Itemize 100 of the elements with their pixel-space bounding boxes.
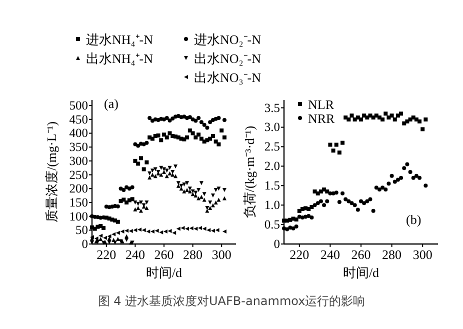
point [328, 191, 332, 196]
y-tick-label: 1.5 [264, 178, 280, 193]
point [222, 118, 226, 122]
y-tick-label: 50 [76, 223, 88, 238]
point [214, 188, 218, 192]
x-axis-title: 时间/d [342, 265, 380, 280]
y-tick-label: 0 [274, 237, 280, 251]
point [340, 140, 345, 145]
point [386, 116, 391, 120]
point [390, 114, 394, 118]
point [150, 168, 154, 173]
point [124, 185, 129, 190]
point [159, 138, 164, 142]
point [205, 126, 210, 130]
y-tick-label: 150 [69, 195, 88, 210]
point [168, 131, 172, 136]
point [202, 226, 206, 231]
point [154, 228, 159, 233]
legend-label: 进水NO₂⁻-N [194, 32, 262, 47]
y-tick-label: 3.5 [264, 100, 280, 115]
point [168, 166, 172, 170]
point [112, 232, 116, 236]
y-tick-label: 2.5 [264, 140, 280, 154]
point [340, 191, 345, 196]
point [163, 230, 168, 234]
point [399, 176, 404, 180]
point [124, 228, 129, 233]
point [346, 199, 351, 204]
point [196, 132, 201, 137]
legend-label: 出水NO₂⁻-N [194, 51, 262, 66]
point [334, 142, 338, 147]
point [374, 186, 378, 190]
point [216, 142, 221, 146]
point [102, 236, 107, 240]
point [318, 199, 323, 204]
point [156, 133, 160, 138]
point [168, 228, 172, 233]
point [205, 206, 210, 210]
point [153, 167, 158, 172]
point [116, 220, 120, 224]
point [188, 189, 192, 194]
point [424, 117, 428, 122]
point [418, 119, 422, 124]
point [222, 135, 226, 140]
point [146, 230, 150, 234]
point [144, 140, 149, 145]
point [185, 188, 190, 192]
y-tick-label: 500 [69, 98, 88, 113]
point [294, 224, 298, 228]
point [182, 114, 186, 119]
point [294, 217, 298, 222]
point [94, 236, 98, 240]
point [107, 234, 112, 238]
legend-label: 出水NH₄⁺-N [86, 51, 154, 66]
annotation: (a) [104, 96, 118, 111]
point [325, 199, 330, 204]
point [185, 135, 190, 140]
point [352, 203, 357, 208]
point [148, 116, 152, 120]
point [362, 201, 366, 206]
point [220, 128, 224, 132]
point [285, 227, 290, 232]
point [216, 186, 221, 191]
point [350, 114, 354, 118]
y-tick-label: 200 [69, 182, 88, 196]
point [414, 174, 418, 178]
point [133, 200, 138, 204]
x-tick-label: 280 [382, 247, 402, 262]
point [334, 190, 338, 195]
point [359, 117, 363, 122]
point [179, 184, 184, 188]
point [138, 228, 142, 232]
point [346, 117, 351, 122]
point [188, 186, 192, 191]
point [194, 226, 198, 231]
point [168, 171, 172, 176]
y-tick-label: 3.0 [264, 120, 280, 134]
x-axis-title: 时间/d [146, 265, 183, 280]
point [331, 148, 336, 153]
x-tick-label: 240 [125, 247, 145, 262]
point [194, 194, 198, 198]
point [411, 176, 416, 180]
point [356, 208, 360, 212]
point [196, 196, 201, 200]
point [380, 186, 385, 190]
point [306, 214, 311, 218]
point [405, 119, 410, 124]
point [164, 168, 169, 173]
y-tick-label: 300 [69, 154, 88, 168]
point [325, 189, 330, 194]
point [136, 144, 140, 148]
point [210, 134, 215, 138]
point [133, 158, 138, 163]
point [214, 140, 218, 144]
point [116, 230, 120, 235]
point [142, 167, 146, 172]
annotation: (b) [406, 212, 422, 227]
y-tick-label: 1.0 [264, 198, 280, 212]
x-tick-label: 220 [96, 247, 116, 262]
point [214, 200, 218, 204]
